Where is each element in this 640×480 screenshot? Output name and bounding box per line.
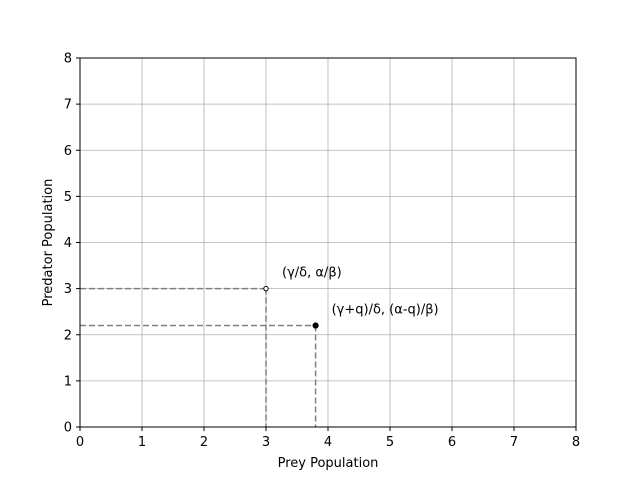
shifted-equilibrium-point (312, 322, 319, 329)
y-tick-label: 4 (64, 236, 72, 251)
equilibrium-point (263, 285, 269, 292)
point-annotations: (γ/δ, α/β) (γ+q)/δ, (α-q)/β) (282, 266, 439, 318)
x-tick-label: 1 (138, 435, 146, 450)
y-tick-label: 6 (64, 144, 72, 159)
y-tick-label: 1 (64, 374, 72, 389)
x-tick-label: 2 (200, 435, 208, 450)
point-annotation: (γ+q)/δ, (α-q)/β) (332, 303, 439, 318)
y-tick-label: 8 (64, 52, 72, 67)
guide-lines (80, 287, 317, 427)
x-tick-label: 0 (76, 435, 84, 450)
y-tick-label: 7 (64, 98, 72, 113)
y-axis-title: Predator Population (41, 179, 56, 307)
y-tick-label: 2 (64, 328, 72, 343)
point-annotation: (γ/δ, α/β) (282, 266, 342, 281)
x-tick-label: 5 (386, 435, 394, 450)
y-tick-label: 0 (64, 421, 72, 436)
x-tick-label: 8 (572, 435, 580, 450)
x-tick-label: 3 (262, 435, 270, 450)
y-tick-label: 5 (64, 190, 72, 205)
x-axis-title: Prey Population (278, 456, 379, 471)
x-tick-label: 6 (448, 435, 456, 450)
data-points (263, 285, 319, 329)
y-tick-label: 3 (64, 282, 72, 297)
x-tick-label: 7 (510, 435, 518, 450)
x-tick-label: 4 (324, 435, 332, 450)
ticks: 0 1 2 3 4 5 6 7 8 0 1 2 3 4 5 6 7 8 (64, 52, 580, 451)
